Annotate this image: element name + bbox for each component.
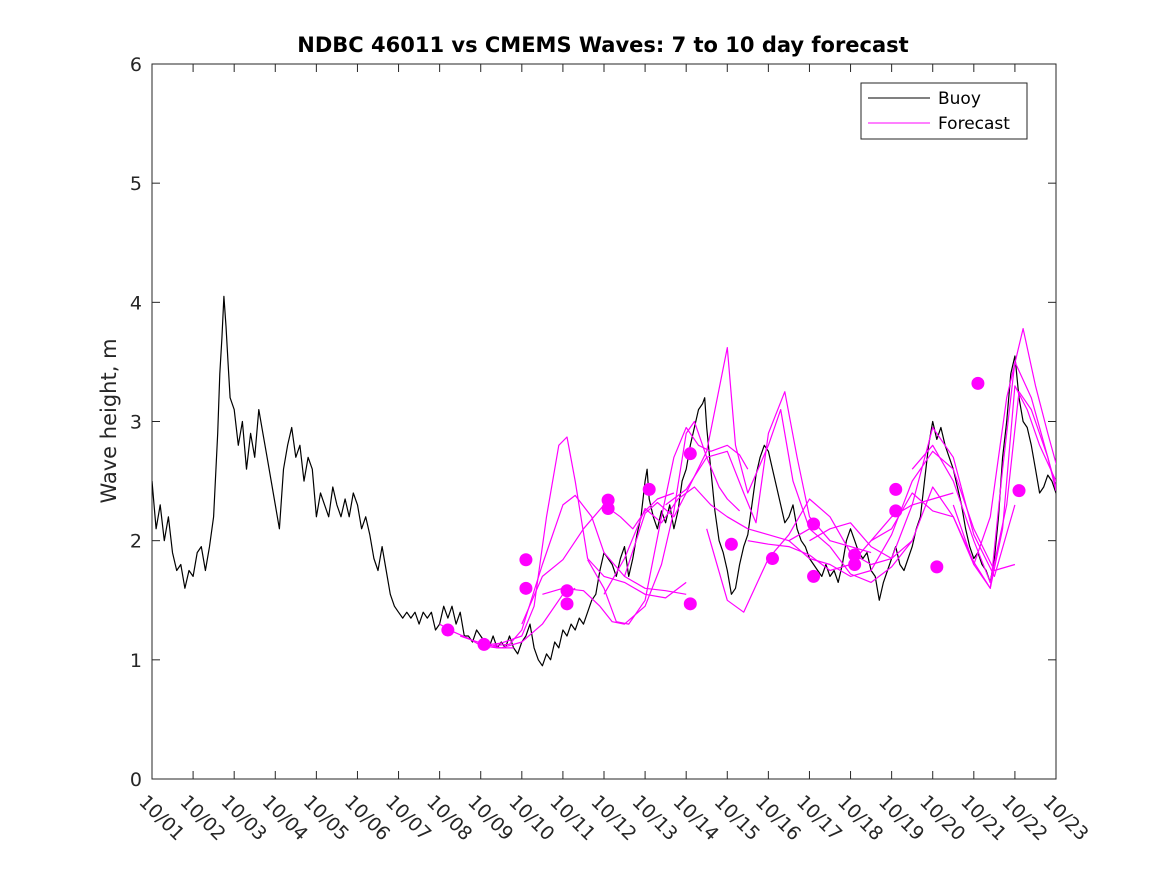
forecast-marker-0 <box>441 623 455 637</box>
series-line-forecast-8 <box>623 347 811 577</box>
series-group <box>152 295 1056 667</box>
forecast-marker-13 <box>807 517 821 531</box>
forecast-marker-14 <box>807 569 821 583</box>
series-line-forecast-3 <box>493 494 687 647</box>
forecast-marker-12 <box>765 552 779 566</box>
x-tick-label: 10/03 <box>217 791 271 845</box>
series-line-forecast-13 <box>809 426 1016 577</box>
y-tick-labels: 0 1 2 3 4 5 6 <box>130 54 142 791</box>
forecast-marker-15 <box>848 548 862 562</box>
x-tick-label: 10/06 <box>340 791 394 845</box>
y-tick-label: 4 <box>130 292 142 314</box>
y-axis-label: Wave height, m <box>97 338 121 503</box>
legend-box <box>860 82 1028 140</box>
x-tick-label: 10/07 <box>381 791 435 845</box>
series-line-forecast-6 <box>587 426 749 625</box>
series-line-forecast-9 <box>665 391 872 554</box>
x-tick-labels: 10/0110/0210/0310/0410/0510/0610/0710/08… <box>134 791 1092 845</box>
series-line-forecast-2 <box>480 436 687 647</box>
x-tick-label: 10/02 <box>176 791 230 845</box>
series-line-buoy <box>152 295 1056 667</box>
series-line-forecast-10 <box>706 498 913 613</box>
y-tick-label: 0 <box>130 769 142 791</box>
x-tick-label: 10/11 <box>545 791 599 845</box>
y-tick-label: 6 <box>130 54 142 76</box>
data-layer <box>152 295 1056 667</box>
x-tick-label: 10/20 <box>915 791 969 845</box>
axes-box <box>151 63 1057 780</box>
axis-ticks <box>151 63 1057 780</box>
x-tick-label: 10/04 <box>258 791 312 845</box>
y-tick-label: 1 <box>130 650 142 672</box>
chart-title: NDBC 46011 vs CMEMS Waves: 7 to 10 day f… <box>297 33 908 57</box>
series-line-forecast-12 <box>788 450 1016 577</box>
forecast-marker-18 <box>889 504 903 518</box>
forecast-marker-3 <box>519 581 533 595</box>
legend-buoy-label: Buoy <box>938 89 981 109</box>
x-tick-label: 10/05 <box>299 791 353 845</box>
forecast-marker-9 <box>683 447 697 461</box>
forecast-marker-5 <box>560 597 574 611</box>
legend-forecast-label: Forecast <box>938 114 1010 134</box>
forecast-marker-17 <box>889 482 903 496</box>
x-tick-label: 10/01 <box>134 791 188 845</box>
x-tick-label: 10/22 <box>997 791 1051 845</box>
x-tick-label: 10/19 <box>874 791 928 845</box>
forecast-marker-16 <box>848 558 862 571</box>
legend: Buoy Forecast <box>860 82 1028 140</box>
x-tick-label: 10/10 <box>504 791 558 845</box>
y-tick-label: 2 <box>130 531 142 553</box>
x-tick-label: 10/23 <box>1038 791 1092 845</box>
x-tick-label: 10/09 <box>463 791 517 845</box>
forecast-marker-19 <box>930 560 944 574</box>
x-tick-label: 10/17 <box>792 791 846 845</box>
x-tick-label: 10/21 <box>956 791 1010 845</box>
series-line-forecast-5 <box>542 420 741 625</box>
x-tick-label: 10/08 <box>422 791 476 845</box>
y-tick-label: 3 <box>130 412 142 434</box>
forecast-marker-8 <box>642 482 656 496</box>
x-tick-label: 10/14 <box>669 791 723 845</box>
x-tick-label: 10/13 <box>628 791 682 845</box>
x-tick-label: 10/18 <box>833 791 887 845</box>
plot-area <box>151 63 1057 780</box>
forecast-marker-21 <box>1012 484 1026 498</box>
x-tick-label: 10/12 <box>586 791 640 845</box>
series-line-forecast-15 <box>870 361 1056 589</box>
forecast-marker-7 <box>601 501 615 515</box>
forecast-marker-4 <box>560 584 574 598</box>
x-tick-label: 10/15 <box>710 791 764 845</box>
x-tick-label: 10/16 <box>751 791 805 845</box>
series-line-forecast-17 <box>952 328 1056 566</box>
series-line-forecast-16 <box>911 391 1056 583</box>
forecast-marker-10 <box>683 597 697 611</box>
forecast-marker-11 <box>724 537 738 551</box>
y-tick-label: 5 <box>130 173 142 195</box>
forecast-marker-2 <box>519 553 533 567</box>
forecast-marker-1 <box>477 637 491 651</box>
forecast-marker-20 <box>971 376 985 390</box>
